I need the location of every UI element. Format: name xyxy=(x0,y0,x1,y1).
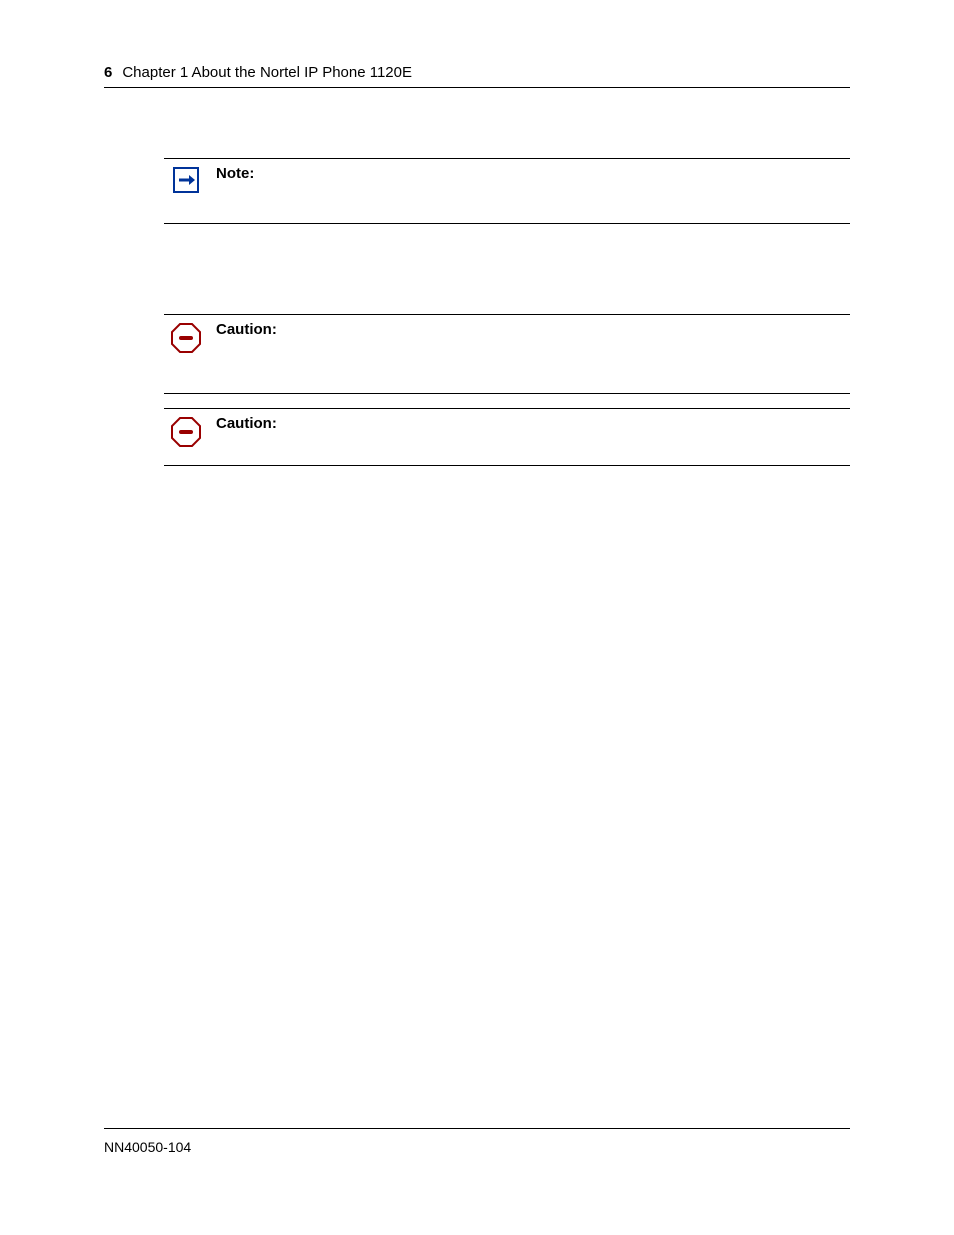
caution-callout: Caution: xyxy=(164,314,850,394)
caution-label: Caution: xyxy=(216,415,277,432)
caution-icon xyxy=(164,415,208,447)
page-number: 6 xyxy=(104,64,112,81)
document-id: NN40050-104 xyxy=(104,1139,191,1155)
page-header: 6 Chapter 1 About the Nortel IP Phone 11… xyxy=(104,64,850,88)
note-label: Note: xyxy=(216,165,254,182)
page-content: Note: Caution: Caution: xyxy=(164,158,850,466)
page-footer: NN40050-104 xyxy=(104,1128,850,1157)
caution-icon xyxy=(164,321,208,353)
note-icon xyxy=(164,165,208,193)
chapter-title: Chapter 1 About the Nortel IP Phone 1120… xyxy=(122,64,412,81)
note-callout: Note: xyxy=(164,158,850,224)
caution-callout: Caution: xyxy=(164,408,850,466)
document-page: 6 Chapter 1 About the Nortel IP Phone 11… xyxy=(0,0,954,1235)
caution-label: Caution: xyxy=(216,321,277,338)
spacer xyxy=(164,224,850,314)
footer-rule: NN40050-104 xyxy=(104,1128,850,1157)
